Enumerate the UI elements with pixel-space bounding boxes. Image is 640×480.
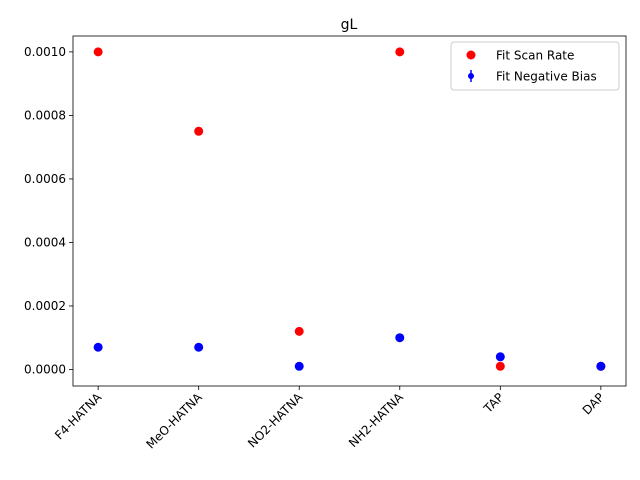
y-tick-label: 0.0010 xyxy=(24,45,66,59)
data-point-series-2 xyxy=(194,342,204,352)
y-tick-label: 0.0006 xyxy=(24,172,66,186)
legend-label: Fit Negative Bias xyxy=(496,70,597,84)
legend-marker xyxy=(466,50,476,60)
data-point-series-1 xyxy=(294,326,304,336)
legend-marker xyxy=(468,73,474,79)
y-tick-label: 0.0004 xyxy=(24,235,66,249)
y-tick-label: 0.0002 xyxy=(24,299,66,313)
data-point-series-1 xyxy=(495,361,505,371)
data-point-series-1 xyxy=(395,47,405,57)
axes-frame xyxy=(72,35,627,387)
data-point-series-2 xyxy=(495,352,505,362)
data-point-series-2 xyxy=(294,361,304,371)
data-point-series-2 xyxy=(93,342,103,352)
data-point-series-1 xyxy=(93,47,103,57)
legend: Fit Scan Rate Fit Negative Bias xyxy=(450,41,620,91)
y-tick-label: 0.0000 xyxy=(24,362,66,376)
y-tick-label: 0.0008 xyxy=(24,108,66,122)
data-point-series-2 xyxy=(395,333,405,343)
data-point-series-1 xyxy=(194,126,204,136)
legend-frame xyxy=(450,41,620,91)
legend-label: Fit Scan Rate xyxy=(496,49,574,63)
data-point-series-2 xyxy=(596,361,606,371)
chart-title: gL xyxy=(341,17,358,33)
